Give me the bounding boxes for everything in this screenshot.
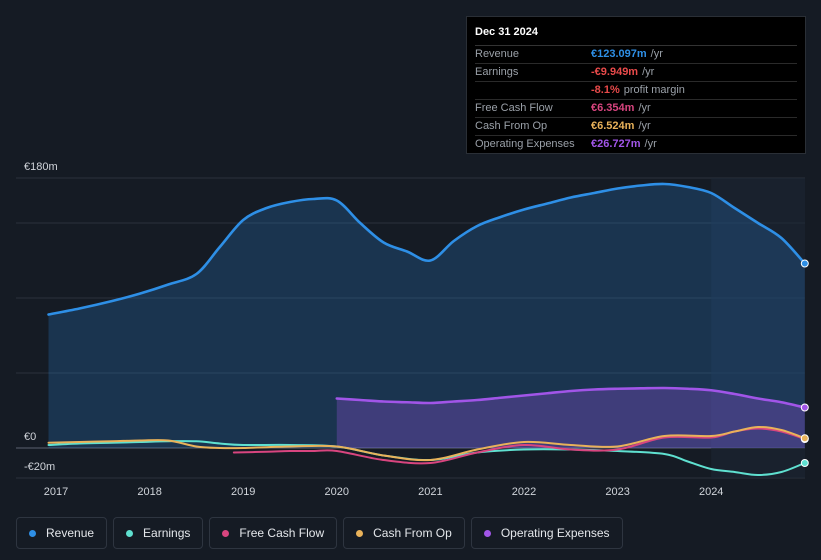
tooltip-row-free-cash-flow: Free Cash Flow €6.354m /yr — [475, 100, 797, 118]
revenue-endpoint — [800, 259, 809, 268]
legend-label: Cash From Op — [373, 526, 452, 540]
series-lines — [47, 182, 807, 476]
x-tick-label: 2021 — [418, 486, 442, 498]
tooltip-value: €26.727m — [591, 138, 641, 150]
legend-item-earnings[interactable]: Earnings — [113, 517, 204, 549]
legend-item-operating-expenses[interactable]: Operating Expenses — [470, 517, 623, 549]
tooltip-label: Earnings — [475, 66, 519, 78]
tooltip-unit: /yr — [642, 66, 655, 78]
tooltip-row-revenue: Revenue €123.097m /yr — [475, 46, 797, 64]
tooltip-row-cash-from-op: Cash From Op €6.524m /yr — [475, 118, 797, 136]
tooltip-value: -8.1% — [591, 84, 620, 96]
y-axis-labels: €180m €0 -€20m — [24, 161, 58, 473]
operating-expenses-area — [336, 387, 805, 448]
legend-label: Earnings — [143, 526, 191, 540]
tooltip-date: Dec 31 2024 — [475, 25, 797, 46]
earnings-dot-icon — [126, 529, 134, 537]
x-tick-label: 2022 — [512, 486, 536, 498]
legend-item-free-cash-flow[interactable]: Free Cash Flow — [209, 517, 338, 549]
tooltip-label: Cash From Op — [475, 120, 548, 132]
legend-label: Operating Expenses — [500, 526, 610, 540]
tooltip-value: €123.097m — [591, 48, 647, 60]
grid-lines — [16, 177, 805, 479]
tooltip-unit: /yr — [650, 48, 663, 60]
series-areas — [48, 183, 805, 448]
tooltip-label — [475, 82, 591, 99]
chart: €180m €0 -€20m 2017 2018 2019 2020 2021 2022 202… — [16, 161, 809, 498]
earnings-endpoint — [800, 459, 809, 467]
revenue-dot-icon — [29, 529, 36, 537]
legend: Revenue Earnings Free Cash Flow Cash Fro… — [16, 517, 623, 549]
cash-from-op-endpoint — [800, 434, 809, 443]
operating-expenses-dot-icon — [483, 529, 491, 537]
tooltip-unit: profit margin — [623, 84, 685, 96]
revenue-area — [48, 183, 805, 448]
tooltip-label: Revenue — [475, 48, 520, 60]
tooltip-row-earnings: Earnings -€9.949m /yr — [475, 64, 797, 82]
x-tick-label: 2017 — [44, 486, 68, 498]
revenue-line — [47, 182, 807, 316]
y-tick-label: €180m — [24, 161, 58, 173]
tooltip-row-operating-expenses: Operating Expenses €26.727m /yr — [475, 136, 797, 153]
x-tick-label: 2023 — [605, 486, 629, 498]
x-tick-label: 2020 — [325, 486, 349, 498]
tooltip-unit: /yr — [638, 120, 651, 132]
x-tick-label: 2018 — [137, 486, 161, 498]
tooltip-value: €6.524m — [591, 120, 635, 132]
legend-item-cash-from-op[interactable]: Cash From Op — [343, 517, 465, 549]
x-tick-label: 2019 — [231, 486, 255, 498]
operating-expenses-endpoint — [800, 403, 809, 412]
tooltip-value: €6.354m — [591, 102, 635, 114]
x-tick-label: 2024 — [699, 486, 723, 498]
series-endpoints — [800, 259, 809, 467]
tooltip-label: Operating Expenses — [475, 138, 575, 150]
tooltip-value: -€9.949m — [591, 66, 639, 78]
x-axis-labels: 2017 2018 2019 2020 2021 2022 2023 2024 — [44, 486, 724, 498]
data-tooltip: Dec 31 2024 Revenue €123.097m /yr Earnin… — [466, 16, 806, 154]
legend-label: Revenue — [46, 526, 95, 540]
tooltip-label: Free Cash Flow — [475, 102, 553, 114]
tooltip-unit: /yr — [638, 102, 651, 114]
cash-from-op-dot-icon — [356, 529, 364, 537]
y-tick-label: €0 — [24, 431, 36, 443]
legend-label: Free Cash Flow — [239, 526, 325, 540]
tooltip-row-profit-margin: -8.1% profit margin — [475, 82, 797, 100]
tooltip-unit: /yr — [644, 138, 657, 150]
free-cash-flow-dot-icon — [222, 529, 230, 537]
cash-from-op-line — [47, 425, 806, 462]
operating-expenses-line — [335, 386, 807, 409]
y-tick-label: -€20m — [24, 461, 55, 473]
legend-item-revenue[interactable]: Revenue — [16, 517, 108, 549]
